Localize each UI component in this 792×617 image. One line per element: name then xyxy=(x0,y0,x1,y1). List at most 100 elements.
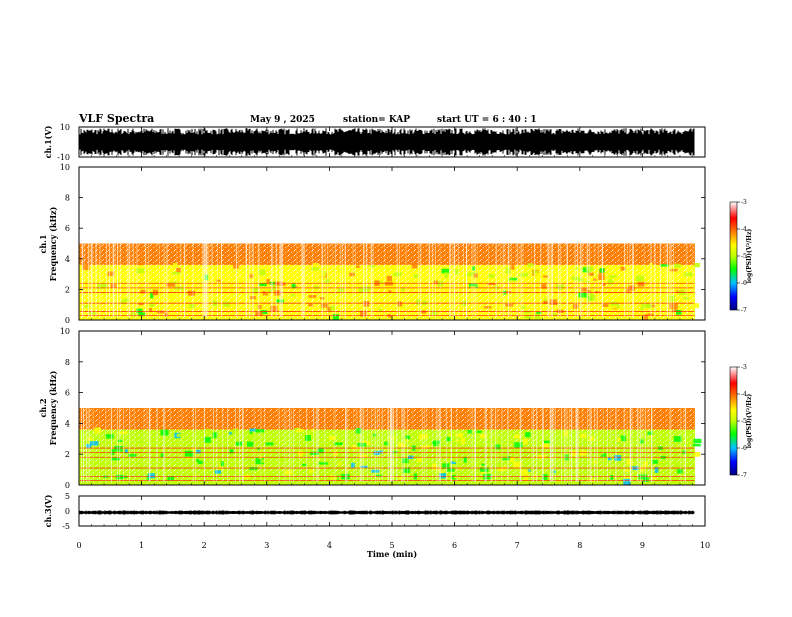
spectrogram-patch xyxy=(683,297,690,300)
spectrogram-patch xyxy=(641,303,650,308)
spectrogram-patch xyxy=(451,442,459,446)
spectrogram-patch xyxy=(413,434,423,437)
spectrogram-patch xyxy=(514,434,521,439)
spectrogram-patch xyxy=(377,459,385,465)
spectrogram-patch xyxy=(405,438,409,442)
ch2-colorbar: -3 -4 -5 -6 -7 log(PSD)(V²/Hz) xyxy=(729,364,753,479)
spectrogram-patch xyxy=(463,456,467,463)
spectrogram-patch xyxy=(336,268,346,274)
spectrogram-patch xyxy=(637,454,643,458)
spectrogram-patch xyxy=(534,272,544,278)
spectrogram-patch xyxy=(186,453,190,460)
spectrogram-patch xyxy=(105,434,114,439)
spectrogram-patch xyxy=(623,478,631,485)
spectrogram-patch xyxy=(676,309,682,315)
spectrogram-patch xyxy=(384,266,393,270)
spectrogram-patch xyxy=(541,443,549,449)
xtick-label: 0 xyxy=(76,541,81,550)
spectrogram-patch xyxy=(608,275,617,278)
spectrogram-patch xyxy=(205,428,211,433)
spectrogram-patch xyxy=(601,459,610,462)
spectrogram-patch xyxy=(256,447,261,450)
spectrogram-patch xyxy=(558,430,564,434)
spectrogram-patch xyxy=(328,435,337,441)
start-time-label: start UT = 6 : 40 : 1 xyxy=(437,115,537,125)
spectrogram-patch xyxy=(249,428,257,432)
ch2-spectrogram-panel: 0 2 4 6 8 10 ch.2 Frequency (kHz) xyxy=(38,327,706,490)
spectrogram-patch xyxy=(255,429,265,433)
spectrogram-patch xyxy=(189,473,195,479)
spectrogram-patch xyxy=(673,436,682,442)
spectrogram-patch xyxy=(499,274,507,280)
spectrogram-patch xyxy=(571,276,581,280)
spectrogram-patch xyxy=(264,287,269,294)
spectrogram-patch xyxy=(357,442,367,447)
spectrogram-patch xyxy=(547,471,554,474)
spectrogram-patch xyxy=(247,433,256,440)
spectrogram-patch xyxy=(519,272,529,277)
spectrogram-patch xyxy=(252,287,258,294)
ch2-colorbar-ticks: -3 -4 -5 -6 -7 xyxy=(737,364,747,479)
spectrogram-patch xyxy=(398,442,405,447)
ch1-colorbar-gradient xyxy=(729,201,738,311)
spectrogram-patch xyxy=(322,443,328,449)
spectrogram-patch xyxy=(379,450,384,454)
spectrogram-patch xyxy=(626,288,631,294)
colorbar-tick-label: -7 xyxy=(741,472,747,479)
spectrogram-patch xyxy=(298,450,303,457)
spectrogram-patch xyxy=(84,305,91,308)
spectrogram-patch xyxy=(148,308,153,312)
ch1-ytick-bottom: -10 xyxy=(57,153,70,162)
ch2-spectrogram-ylabel: Frequency (kHz) xyxy=(48,370,58,445)
xtick-label: 10 xyxy=(700,541,710,550)
spectrogram-patch xyxy=(543,298,548,301)
spectrogram-patch xyxy=(430,286,435,293)
spectrogram-patch xyxy=(102,463,109,468)
spectrogram-patch xyxy=(90,285,96,289)
spectrogram-patch xyxy=(136,268,145,274)
spectrogram-patch xyxy=(609,305,617,309)
spectrogram-patch xyxy=(446,454,453,458)
spectrogram-patch xyxy=(351,282,361,287)
spectrogram-patch xyxy=(229,431,234,435)
spectrogram-patch xyxy=(246,441,254,447)
spectrogram-patch xyxy=(488,274,495,278)
xtick-label: 4 xyxy=(327,541,332,550)
spectrogram-patch xyxy=(552,312,557,316)
spectrogram-patch xyxy=(326,306,333,312)
spectrogram-patch xyxy=(585,280,590,284)
spectrogram-patch xyxy=(94,427,101,434)
spectrogram-patch xyxy=(136,308,143,313)
spectrogram-patch xyxy=(223,301,231,307)
spectrogram-patch xyxy=(148,473,155,479)
spectrogram-patch xyxy=(384,281,394,286)
spectrogram-patch xyxy=(160,453,164,458)
spectrogram-patch xyxy=(439,473,446,479)
spectrogram-patch xyxy=(578,292,587,298)
spectrogram-patch xyxy=(259,282,267,287)
ch1-waveform-panel: 10 -10 ch.1(V) xyxy=(43,123,706,162)
spectrogram-patch xyxy=(305,434,311,441)
spectrogram-patch xyxy=(196,458,200,462)
spectrogram-patch xyxy=(440,448,446,454)
ch2-spectrogram-ylabel-top: ch.2 xyxy=(38,398,48,417)
spectrogram-patch xyxy=(308,469,314,473)
spectrogram-patch xyxy=(166,282,176,287)
spectrogram-patch xyxy=(388,290,392,293)
spectrogram-patch xyxy=(142,287,146,293)
spectrogram-patch xyxy=(563,430,568,437)
spectrogram-patch xyxy=(255,458,264,465)
ch1-spectrogram-yticks: 0 2 4 6 8 10 xyxy=(60,163,705,325)
spectrogram-patch xyxy=(692,443,701,447)
spectrogram-patch xyxy=(620,266,626,271)
spectrogram-patch xyxy=(579,450,587,456)
spectrogram-patch xyxy=(167,476,174,481)
spectrogram-patch xyxy=(693,451,701,457)
spectrogram-patch xyxy=(694,262,701,268)
spectrogram-patch xyxy=(453,459,461,463)
spectrogram-patch xyxy=(261,459,265,463)
spectrogram-patch xyxy=(89,441,99,446)
spectrogram-patch xyxy=(527,263,534,267)
xtick-label: 1 xyxy=(139,541,144,550)
spectrogram-patch xyxy=(255,312,263,317)
